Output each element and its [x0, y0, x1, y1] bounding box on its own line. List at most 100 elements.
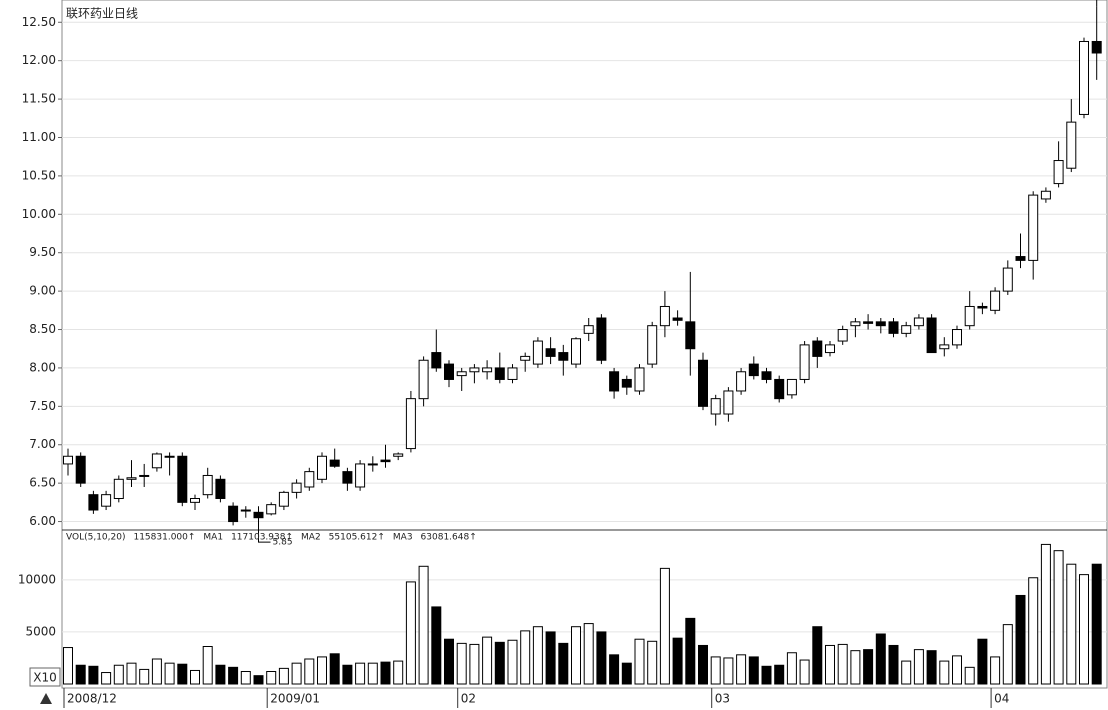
- volume-bar: [1066, 563, 1077, 685]
- candle-body: [977, 305, 988, 309]
- candle-body: [634, 367, 645, 392]
- volume-bar: [888, 644, 899, 685]
- candle-body: [63, 455, 73, 465]
- x-tick-label: 02: [461, 692, 476, 706]
- chart-title: 联环药业日线: [66, 7, 138, 21]
- volume-bar: [494, 641, 505, 685]
- volume-bar: [329, 653, 340, 685]
- volume-bar: [659, 567, 670, 685]
- volume-bar: [1028, 577, 1039, 685]
- candle-body: [723, 390, 734, 415]
- candle-body: [405, 398, 416, 450]
- candle-body: [926, 317, 937, 354]
- candle-body: [291, 482, 302, 493]
- volume-bar: [151, 658, 162, 685]
- candle-body: [393, 453, 404, 457]
- candle-body: [863, 321, 874, 324]
- candle-body: [647, 325, 658, 365]
- volume-legend: 55105.612↑: [329, 533, 385, 543]
- volume-bar: [685, 617, 696, 685]
- volume-bar: [799, 659, 810, 685]
- candle-body: [837, 329, 848, 342]
- volume-bar: [1079, 574, 1089, 685]
- volume-bar: [837, 643, 848, 685]
- candle-body: [990, 290, 1001, 311]
- volume-bar: [456, 642, 467, 685]
- volume-legend: 115831.000↑: [133, 533, 195, 543]
- volume-bar: [278, 667, 289, 685]
- volume-bar: [469, 643, 480, 685]
- volume-bar: [977, 638, 988, 685]
- candle-body: [825, 344, 835, 354]
- candle-body: [761, 371, 772, 380]
- candle-body: [215, 478, 226, 500]
- y-tick-label: 12.50: [22, 15, 56, 29]
- volume-bar: [952, 655, 962, 685]
- volume-bar: [1091, 563, 1102, 685]
- volume-bar: [634, 638, 645, 685]
- y-tick-label: 8.50: [29, 322, 56, 336]
- candle-body: [748, 363, 759, 377]
- y-tick-label: 6.50: [29, 476, 56, 490]
- y-tick-label: 10000: [18, 572, 56, 586]
- candle-body: [685, 321, 696, 350]
- candle-body: [253, 511, 264, 519]
- candle-body: [418, 359, 429, 400]
- volume-bar: [698, 644, 708, 685]
- volume-bar: [596, 631, 607, 685]
- volume-bar: [761, 665, 772, 685]
- candle-body: [799, 344, 810, 380]
- volume-bar: [240, 671, 251, 685]
- volume-bar: [304, 658, 315, 685]
- zoom-box[interactable]: [29, 667, 61, 687]
- candle-body: [583, 325, 594, 334]
- volume-bar: [583, 623, 594, 685]
- candle-body: [786, 378, 797, 396]
- volume-bar: [1015, 594, 1026, 685]
- candle-body: [88, 494, 99, 511]
- volume-bar: [317, 656, 327, 685]
- scroll-arrow[interactable]: [40, 693, 52, 704]
- candle-body: [596, 317, 607, 361]
- annotation-line: [258, 533, 271, 543]
- volume-bar: [482, 636, 493, 685]
- volume-bar: [875, 633, 886, 685]
- candle-body: [113, 478, 124, 500]
- volume-bar: [444, 638, 454, 685]
- volume-legend: MA2: [301, 533, 321, 543]
- candle-body: [571, 338, 581, 365]
- x-tick-label: 2009/01: [270, 692, 320, 706]
- y-tick-label: 7.50: [29, 399, 56, 413]
- annotation: 12.71: [1055, 0, 1081, 2]
- candle-body: [190, 498, 200, 503]
- candle-body: [1015, 256, 1026, 261]
- candle-body: [1002, 267, 1013, 292]
- volume-bar: [672, 637, 683, 685]
- candle-body: [317, 455, 327, 480]
- candle-body: [1091, 40, 1102, 54]
- candle-body: [444, 363, 454, 380]
- candle-body: [901, 325, 912, 334]
- candle-body: [101, 494, 112, 507]
- frame: [61, 0, 1108, 689]
- volume-bar: [850, 650, 861, 685]
- candle-body: [1053, 160, 1064, 185]
- volume-bar: [88, 665, 99, 685]
- volume-bar: [609, 654, 620, 685]
- volume-bar: [1053, 550, 1064, 685]
- volume-bar: [164, 662, 175, 685]
- volume-bar: [418, 565, 429, 685]
- candle-body: [342, 471, 353, 484]
- y-tick-label: 11.50: [22, 92, 56, 106]
- volume-bar: [774, 664, 785, 685]
- candle-body: [939, 344, 950, 350]
- candle-body: [875, 321, 886, 327]
- candle-body: [952, 329, 962, 346]
- zoom-label[interactable]: X10: [33, 671, 57, 685]
- volume-bar: [913, 649, 924, 685]
- y-tick-label: 9.50: [29, 245, 56, 259]
- volume-bar: [926, 650, 937, 685]
- candle-body: [532, 340, 543, 365]
- volume-bar: [736, 654, 747, 685]
